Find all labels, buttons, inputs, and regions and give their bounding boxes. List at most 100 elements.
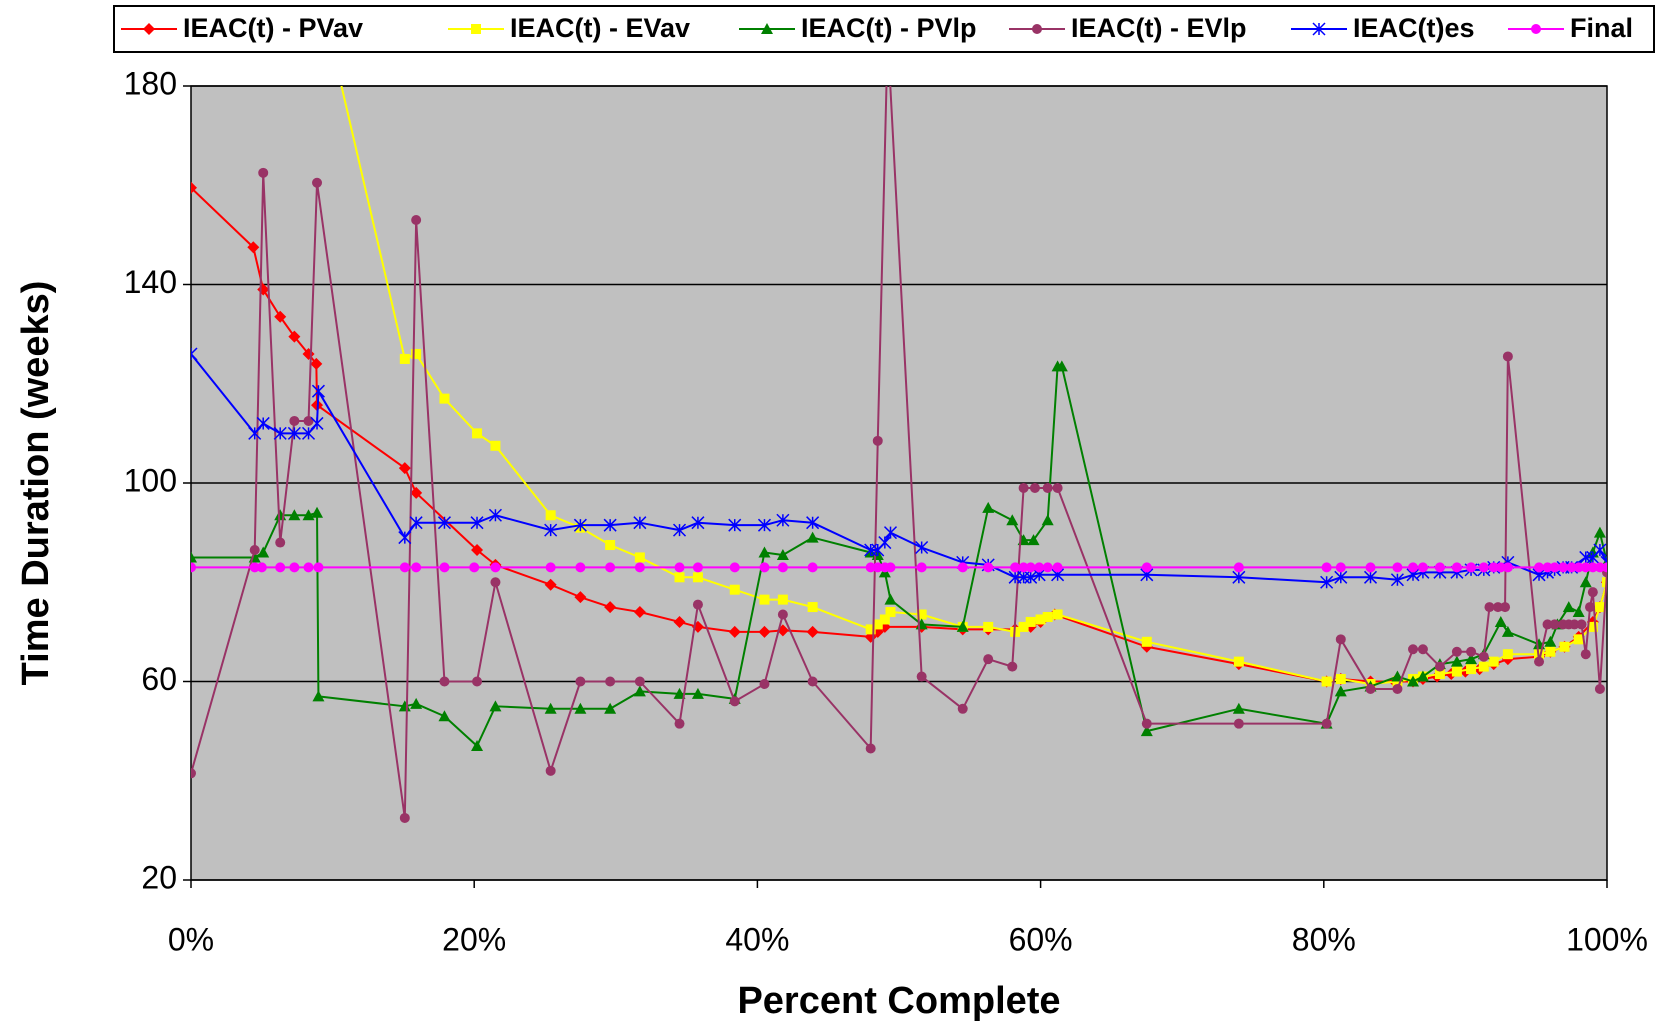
marker	[1034, 562, 1045, 573]
marker	[865, 562, 876, 573]
marker	[1029, 482, 1040, 493]
marker	[471, 24, 481, 34]
marker	[544, 523, 558, 537]
marker	[916, 609, 927, 620]
marker	[256, 416, 270, 430]
marker	[1392, 683, 1403, 694]
marker	[488, 508, 502, 522]
marker	[256, 562, 267, 573]
marker	[1573, 562, 1584, 573]
marker	[983, 654, 994, 665]
marker	[757, 518, 772, 532]
x-tick-label: 0%	[168, 921, 214, 957]
y-tick-label: 100	[124, 462, 177, 498]
marker	[472, 428, 483, 439]
marker	[673, 615, 686, 628]
marker	[872, 619, 883, 630]
marker	[411, 348, 422, 359]
marker	[1417, 644, 1428, 655]
marker	[1018, 482, 1029, 493]
marker	[1042, 482, 1053, 493]
marker	[1492, 602, 1503, 613]
x-tick-label: 100%	[1566, 921, 1648, 957]
marker	[1042, 562, 1053, 573]
marker	[692, 562, 703, 573]
marker	[605, 562, 616, 573]
marker	[310, 357, 323, 370]
marker	[884, 593, 897, 605]
marker	[469, 562, 480, 573]
marker	[490, 577, 501, 588]
marker	[729, 696, 740, 707]
marker	[1434, 661, 1445, 672]
marker	[1580, 562, 1591, 573]
marker	[398, 462, 411, 475]
marker	[634, 676, 645, 687]
marker	[983, 562, 994, 573]
marker	[916, 671, 927, 682]
marker	[1407, 675, 1420, 687]
marker	[776, 548, 789, 560]
marker	[1558, 562, 1569, 573]
series	[191, 562, 1607, 573]
marker	[1594, 562, 1605, 573]
marker	[1562, 601, 1575, 613]
marker	[301, 426, 316, 440]
marker	[311, 506, 324, 518]
marker	[1025, 562, 1036, 573]
grid: 20 60 100 140 180 0% 20% 40% 60% 80% 100%	[124, 65, 1648, 957]
legend-label: IEAC(t) - PVav	[183, 13, 363, 43]
marker	[1488, 562, 1499, 573]
marker	[545, 510, 556, 521]
marker	[759, 594, 770, 605]
marker	[1502, 351, 1513, 362]
marker	[605, 676, 616, 687]
marker	[729, 584, 740, 595]
marker	[191, 562, 196, 573]
marker	[1392, 562, 1403, 573]
marker	[807, 676, 818, 687]
marker	[288, 330, 301, 343]
legend-label: IEAC(t) - EVav	[510, 13, 690, 43]
marker	[310, 416, 324, 430]
marker	[674, 562, 685, 573]
marker	[1417, 562, 1428, 573]
marker	[1478, 562, 1489, 573]
marker	[1466, 664, 1477, 675]
marker	[807, 602, 818, 613]
marker	[807, 562, 818, 573]
marker	[312, 177, 323, 188]
marker	[761, 23, 773, 34]
marker	[759, 678, 770, 689]
marker	[1321, 718, 1332, 729]
marker	[983, 621, 994, 632]
marker	[634, 552, 645, 563]
marker	[1549, 619, 1560, 630]
marker	[1052, 609, 1063, 620]
marker	[1494, 615, 1507, 627]
marker	[1549, 562, 1560, 573]
marker	[545, 562, 556, 573]
marker	[1466, 646, 1477, 657]
marker	[399, 562, 410, 573]
marker	[674, 718, 685, 729]
legend-label: IEAC(t) - PVlp	[801, 13, 977, 43]
marker	[410, 697, 423, 709]
marker	[1594, 683, 1605, 694]
marker	[287, 426, 301, 440]
marker	[1141, 718, 1152, 729]
x-axis-title: Percent Complete	[737, 980, 1060, 1022]
marker	[1495, 562, 1506, 573]
marker	[777, 562, 788, 573]
marker	[1232, 702, 1245, 714]
legend: IEAC(t) - PVav IEAC(t) - EVav IEAC(t) - PV…	[121, 13, 1633, 43]
marker	[604, 601, 617, 614]
marker	[777, 609, 788, 620]
marker	[1140, 725, 1153, 737]
marker	[489, 700, 502, 712]
marker	[1006, 514, 1019, 526]
marker	[191, 551, 197, 563]
marker	[692, 572, 703, 583]
marker	[603, 518, 617, 532]
marker	[313, 562, 324, 573]
